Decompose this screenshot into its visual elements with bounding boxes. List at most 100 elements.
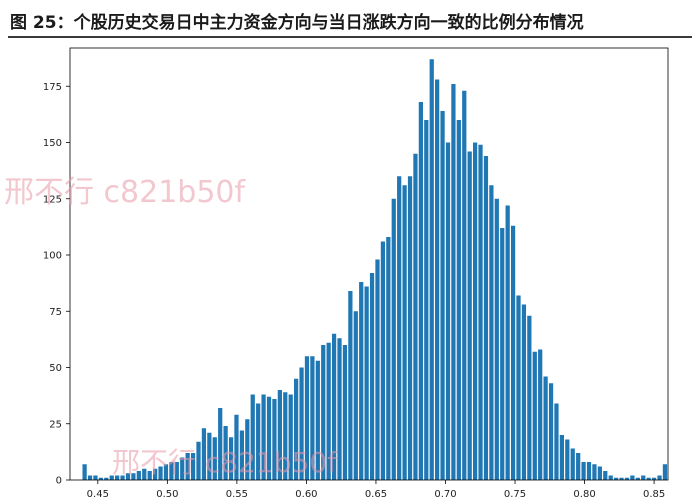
- x-tick-label: 0.70: [434, 489, 456, 500]
- histogram-bar: [337, 338, 342, 480]
- histogram-bar: [586, 462, 592, 480]
- histogram-bar: [131, 473, 136, 480]
- histogram-bar: [592, 464, 597, 480]
- x-tick-label: 0.75: [504, 489, 526, 500]
- histogram-bar: [115, 475, 120, 480]
- histogram-bar: [190, 453, 196, 480]
- histogram-bar: [576, 453, 581, 480]
- histogram-bar: [489, 185, 494, 480]
- histogram-bar: [321, 345, 326, 480]
- histogram-bar: [283, 392, 288, 480]
- histogram-bar: [277, 390, 282, 480]
- histogram-bar: [304, 356, 310, 480]
- histogram-bar: [315, 360, 320, 480]
- watermark-text: 邢不行 c821b50f: [4, 175, 247, 210]
- histogram-bar: [104, 477, 109, 480]
- histogram-bar: [369, 273, 375, 480]
- y-tick-label: 50: [49, 363, 62, 374]
- histogram-bar: [342, 345, 348, 480]
- histogram-bar: [494, 198, 499, 480]
- histogram-bar: [207, 432, 212, 480]
- x-tick-label: 0.45: [87, 489, 109, 500]
- histogram-bar: [581, 462, 586, 480]
- histogram-bar: [153, 468, 158, 480]
- x-tick-label: 0.85: [643, 489, 665, 500]
- histogram-bar: [646, 477, 651, 480]
- histogram-bar: [245, 419, 250, 480]
- x-axis-ticks: 0.45 0.50 0.55 0.60 0.65 0.70 0.75 0.80 0.85: [87, 480, 665, 500]
- histogram-bar: [380, 241, 386, 480]
- x-tick-label: 0.60: [295, 489, 317, 500]
- histogram-bar: [158, 466, 163, 480]
- histogram-bar: [331, 333, 337, 480]
- histogram-bar: [386, 237, 391, 480]
- histogram-bar: [391, 198, 396, 480]
- histogram-bar: [429, 59, 434, 480]
- histogram-bar: [516, 295, 521, 480]
- histogram-bar: [353, 311, 358, 480]
- y-tick-label: 175: [43, 82, 62, 93]
- caption-underline: [8, 36, 692, 38]
- histogram-bar: [630, 475, 635, 480]
- histogram-bar: [266, 396, 272, 480]
- histogram-bar: [82, 464, 87, 480]
- histogram-bar: [326, 342, 331, 480]
- histogram-bar: [234, 414, 239, 480]
- figure-caption-bar: 图 25：个股历史交易日中主力资金方向与当日涨跌方向一致的比例分布情况: [0, 0, 700, 40]
- histogram-bar: [456, 120, 461, 480]
- histogram-bar: [185, 453, 190, 480]
- histogram-bar: [418, 102, 423, 480]
- histogram-bar: [196, 441, 201, 480]
- histogram-bar: [467, 151, 472, 480]
- x-tick-label: 0.65: [365, 489, 387, 500]
- histogram-bar: [559, 435, 564, 480]
- histogram-bar: [614, 477, 619, 480]
- histogram-bar: [532, 351, 537, 480]
- x-tick-label: 0.55: [226, 489, 248, 500]
- histogram-bar: [397, 176, 402, 480]
- histogram-bar: [548, 383, 554, 480]
- histogram-bar: [462, 90, 467, 480]
- histogram-bar: [136, 471, 141, 480]
- histogram-bar: [299, 367, 304, 480]
- figure-caption: 图 25：个股历史交易日中主力资金方向与当日涨跌方向一致的比例分布情况: [10, 13, 584, 33]
- histogram-bar: [478, 144, 483, 480]
- histogram-bar: [147, 471, 152, 480]
- histogram-bar: [169, 462, 174, 480]
- histogram-bar: [543, 376, 548, 480]
- histogram-bar: [98, 477, 103, 480]
- histogram-bar: [662, 464, 668, 480]
- watermark-text-secondary: 邢不行 c821b50f: [112, 446, 338, 479]
- histogram-bar: [483, 156, 489, 480]
- y-tick-label: 0: [56, 476, 62, 487]
- histogram-chart: 0.45 0.50 0.55 0.60 0.65 0.70 0.75 0.80 0.85 0 25…: [4, 47, 669, 500]
- histogram-bar: [565, 439, 570, 480]
- x-tick-label: 0.80: [573, 489, 595, 500]
- histogram-bar: [212, 437, 217, 480]
- histogram-bar: [180, 457, 185, 480]
- histogram-bar: [472, 142, 478, 480]
- histogram-bar: [402, 185, 407, 480]
- histogram-bar: [424, 120, 429, 480]
- histogram-bar: [174, 462, 179, 480]
- histogram-bar: [435, 79, 440, 480]
- histogram-bar: [375, 259, 380, 480]
- histogram-bar: [109, 475, 114, 480]
- histogram-bar: [657, 475, 662, 480]
- y-tick-label: 150: [43, 138, 62, 149]
- chart-axes: [69, 47, 669, 481]
- histogram-bar: [505, 205, 510, 480]
- histogram-bar: [223, 426, 228, 480]
- histogram-bar: [608, 475, 613, 480]
- histogram-bar: [440, 111, 445, 480]
- histogram-bar: [93, 475, 98, 480]
- histogram-bar: [554, 403, 559, 480]
- histogram-bar: [250, 394, 255, 480]
- histogram-bar: [120, 475, 125, 480]
- histogram-bar: [603, 471, 608, 480]
- histogram-bar: [635, 477, 640, 480]
- histogram-bar: [228, 437, 234, 480]
- histogram-bar: [407, 176, 413, 480]
- x-tick-label: 0.50: [156, 489, 178, 500]
- histogram-bar: [288, 394, 293, 480]
